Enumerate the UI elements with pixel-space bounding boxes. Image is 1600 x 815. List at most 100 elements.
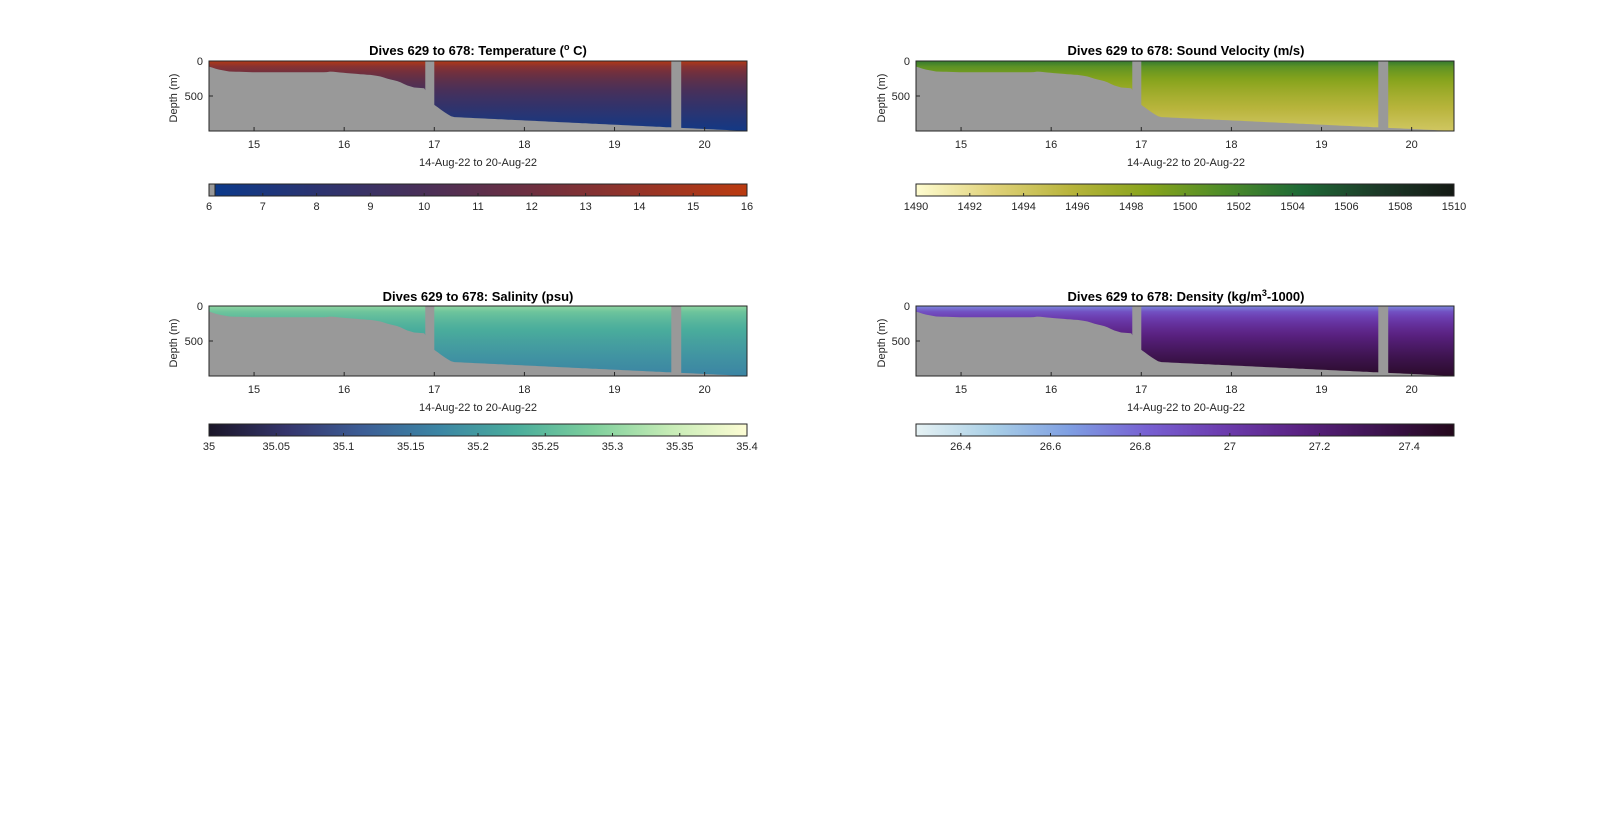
colorbar-tick-label: 11 <box>472 201 483 213</box>
x-tick-label: 18 <box>1225 384 1237 396</box>
colorbar-tick-label: 7 <box>260 201 266 213</box>
colorbar-tick-label: 1494 <box>1011 201 1035 213</box>
x-tick-label: 15 <box>248 139 260 151</box>
x-tick-label: 16 <box>1045 384 1057 396</box>
y-axis-salinity: 0 500 <box>185 301 213 348</box>
x-tick-label: 16 <box>338 384 350 396</box>
seafloor-mask <box>209 66 747 131</box>
data-gap <box>671 306 682 376</box>
y-tick-label: 500 <box>892 336 910 348</box>
colorbar-tick-label: 35.25 <box>531 441 559 453</box>
x-tick-label: 19 <box>608 384 620 396</box>
x-tick-label: 20 <box>699 139 711 151</box>
colorbar-tick-label: 16 <box>741 201 753 213</box>
colorbar-tick-label: 35.2 <box>467 441 488 453</box>
panel-salinity: Dives 629 to 678: Salinity (psu) 15 16 17 1… <box>168 289 758 453</box>
colorbar-tick-label: 1504 <box>1280 201 1304 213</box>
colorbar-tick-label: 8 <box>314 201 320 213</box>
x-axis-temperature: 15 16 17 18 19 20 <box>248 127 711 151</box>
x-axis-label: 14-Aug-22 to 20-Aug-22 <box>1127 157 1245 169</box>
data-gap <box>1378 61 1389 131</box>
x-tick-label: 15 <box>248 384 260 396</box>
colorbar-tick-label: 13 <box>579 201 591 213</box>
panel-title: Dives 629 to 678: Sound Velocity (m/s) <box>1068 43 1305 58</box>
colorbar-tick-label: 27.2 <box>1309 441 1330 453</box>
colorbar-tick-label: 9 <box>367 201 373 213</box>
panel-title: Dives 629 to 678: Temperature (o C) <box>369 42 587 58</box>
x-tick-label: 20 <box>1406 384 1418 396</box>
data-gap <box>425 61 435 131</box>
y-tick-label: 0 <box>197 56 203 68</box>
y-tick-label: 500 <box>185 91 203 103</box>
y-axis-label: Depth (m) <box>876 319 888 368</box>
colorbar-tick-label: 14 <box>633 201 645 213</box>
x-axis-density: 15 16 17 18 19 20 <box>955 372 1418 396</box>
panel-title: Dives 629 to 678: Salinity (psu) <box>383 289 574 304</box>
x-tick-label: 15 <box>955 139 967 151</box>
x-tick-label: 16 <box>1045 139 1057 151</box>
colorbar-tick-label: 27 <box>1224 441 1236 453</box>
y-tick-label: 500 <box>185 336 203 348</box>
colorbar-tick-label: 1492 <box>958 201 982 213</box>
x-tick-label: 16 <box>338 139 350 151</box>
x-tick-label: 18 <box>518 384 530 396</box>
x-tick-label: 19 <box>1315 384 1327 396</box>
data-gap <box>425 306 435 376</box>
colorbar-tick-label: 1490 <box>904 201 928 213</box>
x-axis-salinity: 15 16 17 18 19 20 <box>248 372 711 396</box>
colorbar-tick-label: 15 <box>687 201 699 213</box>
data-gap <box>1132 61 1142 131</box>
heatmap-temperature <box>209 61 747 131</box>
colorbar-tick-label: 1510 <box>1442 201 1466 213</box>
colorbar-tick-label: 35.05 <box>262 441 290 453</box>
y-tick-label: 500 <box>892 91 910 103</box>
x-tick-label: 15 <box>955 384 967 396</box>
x-tick-label: 17 <box>1135 384 1147 396</box>
colorbar-tick-label: 35.35 <box>666 441 694 453</box>
x-axis-sound-velocity: 15 16 17 18 19 20 <box>955 127 1418 151</box>
y-tick-label: 0 <box>197 301 203 313</box>
panel-temperature: Dives 629 to 678: Temperature (o C) 15 16… <box>168 42 753 213</box>
colorbar-tick-label: 26.8 <box>1129 441 1150 453</box>
colorbar-tick-label: 27.4 <box>1398 441 1419 453</box>
y-axis-sound-velocity: 0 500 <box>892 56 920 103</box>
x-tick-label: 18 <box>1225 139 1237 151</box>
seafloor-mask <box>209 311 747 376</box>
colorbar-ticks-sound-velocity: 1490 1492 1494 1496 1498 1500 1502 1504 1506 1508… <box>904 193 1466 213</box>
colorbar-tick-label: 12 <box>526 201 538 213</box>
colorbar-nodata-swatch <box>208 183 216 197</box>
y-axis-temperature: 0 500 <box>185 56 213 103</box>
y-axis-label: Depth (m) <box>876 74 888 123</box>
colorbar-tick-label: 35 <box>203 441 215 453</box>
x-tick-label: 20 <box>699 384 711 396</box>
x-tick-label: 20 <box>1406 139 1418 151</box>
panel-sound-velocity: Dives 629 to 678: Sound Velocity (m/s) 1… <box>876 43 1466 213</box>
colorbar-tick-label: 26.6 <box>1040 441 1061 453</box>
colorbar-tick-label: 1498 <box>1119 201 1143 213</box>
x-tick-label: 17 <box>428 139 440 151</box>
y-axis-label: Depth (m) <box>168 74 180 123</box>
colorbar-tick-label: 1502 <box>1227 201 1251 213</box>
x-axis-label: 14-Aug-22 to 20-Aug-22 <box>419 157 537 169</box>
colorbar-tick-label: 1506 <box>1334 201 1358 213</box>
colorbar-tick-label: 35.1 <box>333 441 354 453</box>
y-axis-density: 0 500 <box>892 301 920 348</box>
colorbar-tick-label: 1500 <box>1173 201 1197 213</box>
colorbar-tick-label: 1508 <box>1388 201 1412 213</box>
colorbar-tick-label: 35.4 <box>736 441 757 453</box>
x-tick-label: 17 <box>428 384 440 396</box>
data-gap <box>671 61 682 131</box>
x-tick-label: 18 <box>518 139 530 151</box>
x-tick-label: 19 <box>1315 139 1327 151</box>
colorbar-ticks-salinity: 35 35.05 35.1 35.15 35.2 35.25 35.3 35.35 35.4 <box>203 433 758 453</box>
x-axis-label: 14-Aug-22 to 20-Aug-22 <box>419 402 537 414</box>
colorbar-density <box>915 423 1455 437</box>
seafloor-mask <box>916 66 1454 131</box>
colorbar-tick-label: 35.3 <box>602 441 623 453</box>
x-tick-label: 17 <box>1135 139 1147 151</box>
colorbar-ticks-density: 26.4 26.6 26.8 27 27.2 27.4 <box>950 433 1420 453</box>
panel-title: Dives 629 to 678: Density (kg/m3-1000) <box>1068 288 1305 304</box>
y-tick-label: 0 <box>904 56 910 68</box>
x-axis-label: 14-Aug-22 to 20-Aug-22 <box>1127 402 1245 414</box>
